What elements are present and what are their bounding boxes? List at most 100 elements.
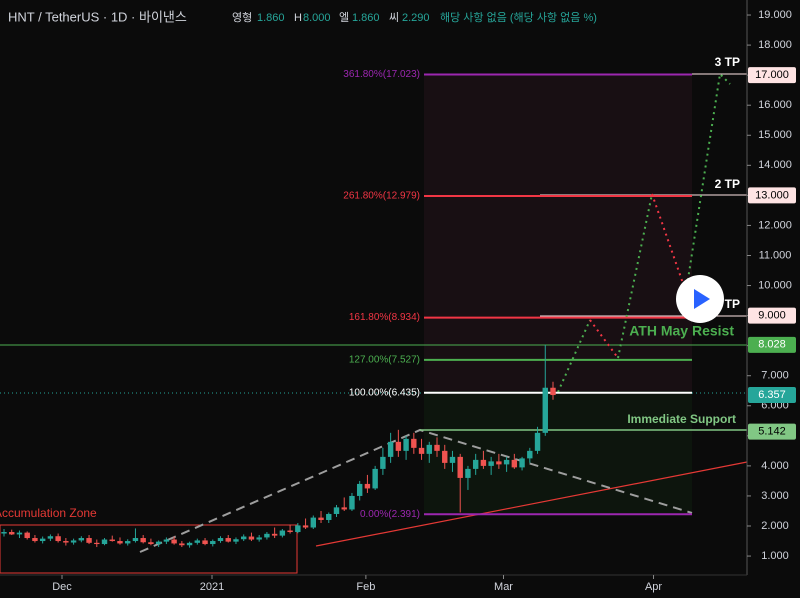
price-tag-label: 9.000 — [758, 310, 786, 322]
price-tag — [748, 387, 796, 404]
play-button[interactable] — [676, 275, 724, 323]
ohlc-label: 영형 — [232, 11, 252, 24]
candle-body — [233, 539, 239, 542]
candle-body — [380, 456, 386, 469]
data-layer: 361.80%(17.023) 261.80%(12.979) 161.80%(8.… — [1, 69, 692, 548]
candle-body — [287, 530, 293, 533]
ohlc-label: 씨 — [389, 12, 399, 24]
support-label: Immediate Support — [627, 412, 736, 426]
candle-body — [117, 541, 123, 544]
candle-body — [47, 536, 54, 539]
candle-body — [550, 387, 556, 396]
candle-body — [519, 458, 525, 468]
y-tick-label: 10.000 — [758, 279, 792, 291]
x-tick-label: Dec — [52, 581, 72, 593]
change: 해당 사항 없음 (해당 사항 없음 %) — [440, 10, 597, 24]
candle-body — [39, 538, 46, 542]
fib-zone — [424, 74, 692, 391]
candle-body — [511, 459, 518, 468]
price-tag — [748, 423, 796, 440]
fib-label: 161.80%(8.934) — [349, 312, 420, 323]
candle-body — [9, 532, 15, 535]
candle-body — [534, 432, 541, 451]
price-tag-label: 8.028 — [758, 339, 786, 351]
y-tick-label: 16.000 — [758, 99, 792, 111]
candle-body — [217, 538, 224, 542]
candle-body — [387, 441, 394, 457]
ohlc-value: 2.290 — [402, 12, 430, 24]
candle-body — [542, 387, 548, 433]
y-tick-label: 12.000 — [758, 219, 792, 231]
candle-body — [472, 459, 479, 469]
candle-body — [442, 450, 448, 463]
candle-body — [163, 539, 170, 542]
candle-body — [101, 539, 108, 545]
candle-body — [125, 541, 131, 544]
candle-body — [202, 540, 208, 545]
candle-body — [1, 532, 7, 534]
price-tag-label: 6.357 — [758, 389, 786, 401]
candle-body — [310, 517, 317, 528]
candle-body — [326, 513, 332, 520]
candle-body — [411, 438, 417, 448]
candle-body — [94, 542, 100, 545]
candle-body — [248, 536, 255, 540]
ohlc-value: 8.000 — [303, 12, 331, 24]
candle-body — [55, 536, 61, 542]
price-tag — [748, 336, 796, 353]
candle-body — [457, 456, 463, 478]
candle-body — [240, 536, 247, 540]
candle-body — [271, 533, 278, 536]
candle-body — [395, 441, 402, 451]
candle-body — [349, 495, 355, 510]
y-tick-label: 7.000 — [761, 370, 789, 382]
play-icon[interactable] — [694, 289, 710, 309]
tp-label: 2 TP — [715, 177, 740, 191]
candle-body — [488, 461, 494, 466]
candle-body — [155, 541, 162, 545]
fib-label: 0.00%(2.391) — [360, 509, 420, 520]
candle-body — [24, 532, 30, 539]
y-tick-label: 1.000 — [761, 550, 789, 562]
y-tick-label: 11.000 — [759, 249, 792, 261]
projection — [589, 319, 619, 359]
candle-body — [210, 541, 216, 545]
candle-body — [179, 543, 185, 546]
candle-body — [302, 525, 309, 528]
candle-body — [148, 542, 154, 545]
candle-body — [341, 507, 347, 510]
x-tick-label: 2021 — [200, 581, 224, 593]
symbol: HNT / TetherUS · 1D · 바이낸스 — [8, 9, 187, 24]
price-axis — [747, 0, 800, 598]
axis-layer: 1.0002.0003.0004.0005.0006.0007.0008.000… — [52, 9, 796, 593]
candle-body — [63, 541, 69, 543]
projection — [617, 193, 653, 359]
candle-body — [32, 538, 38, 542]
candle-body — [449, 456, 456, 463]
candle-body — [140, 538, 146, 543]
ath-label: ATH May Resist — [629, 323, 734, 339]
price-tag — [748, 187, 796, 204]
candle-body — [503, 459, 510, 465]
ohlc-label: H — [294, 12, 302, 24]
projection — [557, 319, 591, 393]
candle-body — [86, 538, 92, 543]
tp-label: TP — [725, 297, 740, 311]
candle-body — [496, 461, 502, 465]
candle-body — [527, 450, 533, 459]
fib-label: 100.00%(6.435) — [349, 387, 420, 398]
ohlc-value: 1.860 — [352, 12, 380, 24]
fib-label: 261.80%(12.979) — [343, 191, 420, 202]
candle-body — [333, 507, 340, 514]
y-tick-label: 15.000 — [758, 129, 792, 141]
y-tick-label: 19.000 — [758, 9, 792, 21]
price-tag-label: 17.000 — [755, 69, 789, 81]
zone-label: Accumulation Zone — [0, 506, 97, 520]
candle-body — [256, 537, 262, 540]
ohlc-label: 엘 — [339, 11, 349, 24]
candle-body — [132, 538, 139, 542]
candle-body — [279, 530, 286, 536]
candle-body — [70, 540, 77, 543]
candle-body — [295, 525, 301, 533]
